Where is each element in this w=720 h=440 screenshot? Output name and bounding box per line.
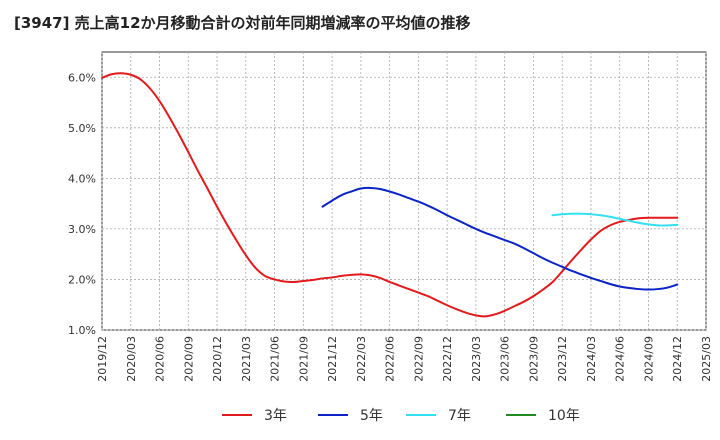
x-tick-label: 2019/12 — [96, 336, 109, 382]
x-tick-label: 2025/03 — [700, 336, 713, 382]
series-line-2 — [551, 212, 679, 227]
x-tick-label: 2021/12 — [326, 336, 339, 382]
x-tick-label: 2021/09 — [297, 336, 310, 382]
x-tick-label: 2022/06 — [384, 336, 397, 382]
x-tick-label: 2022/12 — [441, 336, 454, 382]
x-tick-label: 2024/03 — [585, 336, 598, 382]
x-tick-label: 2020/09 — [182, 336, 195, 382]
y-tick-label: 4.0% — [68, 172, 96, 185]
y-tick-label: 1.0% — [68, 324, 96, 337]
series-line-0 — [101, 72, 679, 318]
plot-area — [101, 51, 707, 331]
x-tick-label: 2022/09 — [412, 336, 425, 382]
legend-label-1: 5年 — [360, 408, 383, 424]
x-tick-label: 2024/09 — [642, 336, 655, 382]
y-tick-label: 5.0% — [68, 122, 96, 135]
x-tick-label: 2021/06 — [269, 336, 282, 382]
x-tick-label: 2024/06 — [614, 336, 627, 382]
x-tick-label: 2020/06 — [154, 336, 167, 382]
y-tick-label: 6.0% — [68, 71, 96, 84]
chart-title: [3947] 売上高12か月移動合計の対前年同期増減率の平均値の推移 — [14, 14, 471, 32]
y-tick-label: 2.0% — [68, 273, 96, 286]
x-tick-label: 2020/12 — [211, 336, 224, 382]
legend-label-0: 3年 — [264, 408, 287, 424]
x-tick-label: 2020/03 — [125, 336, 138, 382]
x-tick-label: 2023/09 — [527, 336, 540, 382]
legend-label-3: 10年 — [548, 408, 580, 424]
x-tick-label: 2023/03 — [470, 336, 483, 382]
y-tick-label: 3.0% — [68, 223, 96, 236]
x-tick-label: 2023/06 — [499, 336, 512, 382]
x-tick-label: 2022/03 — [355, 336, 368, 382]
x-tick-label: 2023/12 — [556, 336, 569, 382]
x-tick-label: 2024/12 — [671, 336, 684, 382]
x-tick-label: 2021/03 — [240, 336, 253, 382]
series-line-1 — [321, 186, 679, 291]
legend-label-2: 7年 — [448, 408, 471, 424]
